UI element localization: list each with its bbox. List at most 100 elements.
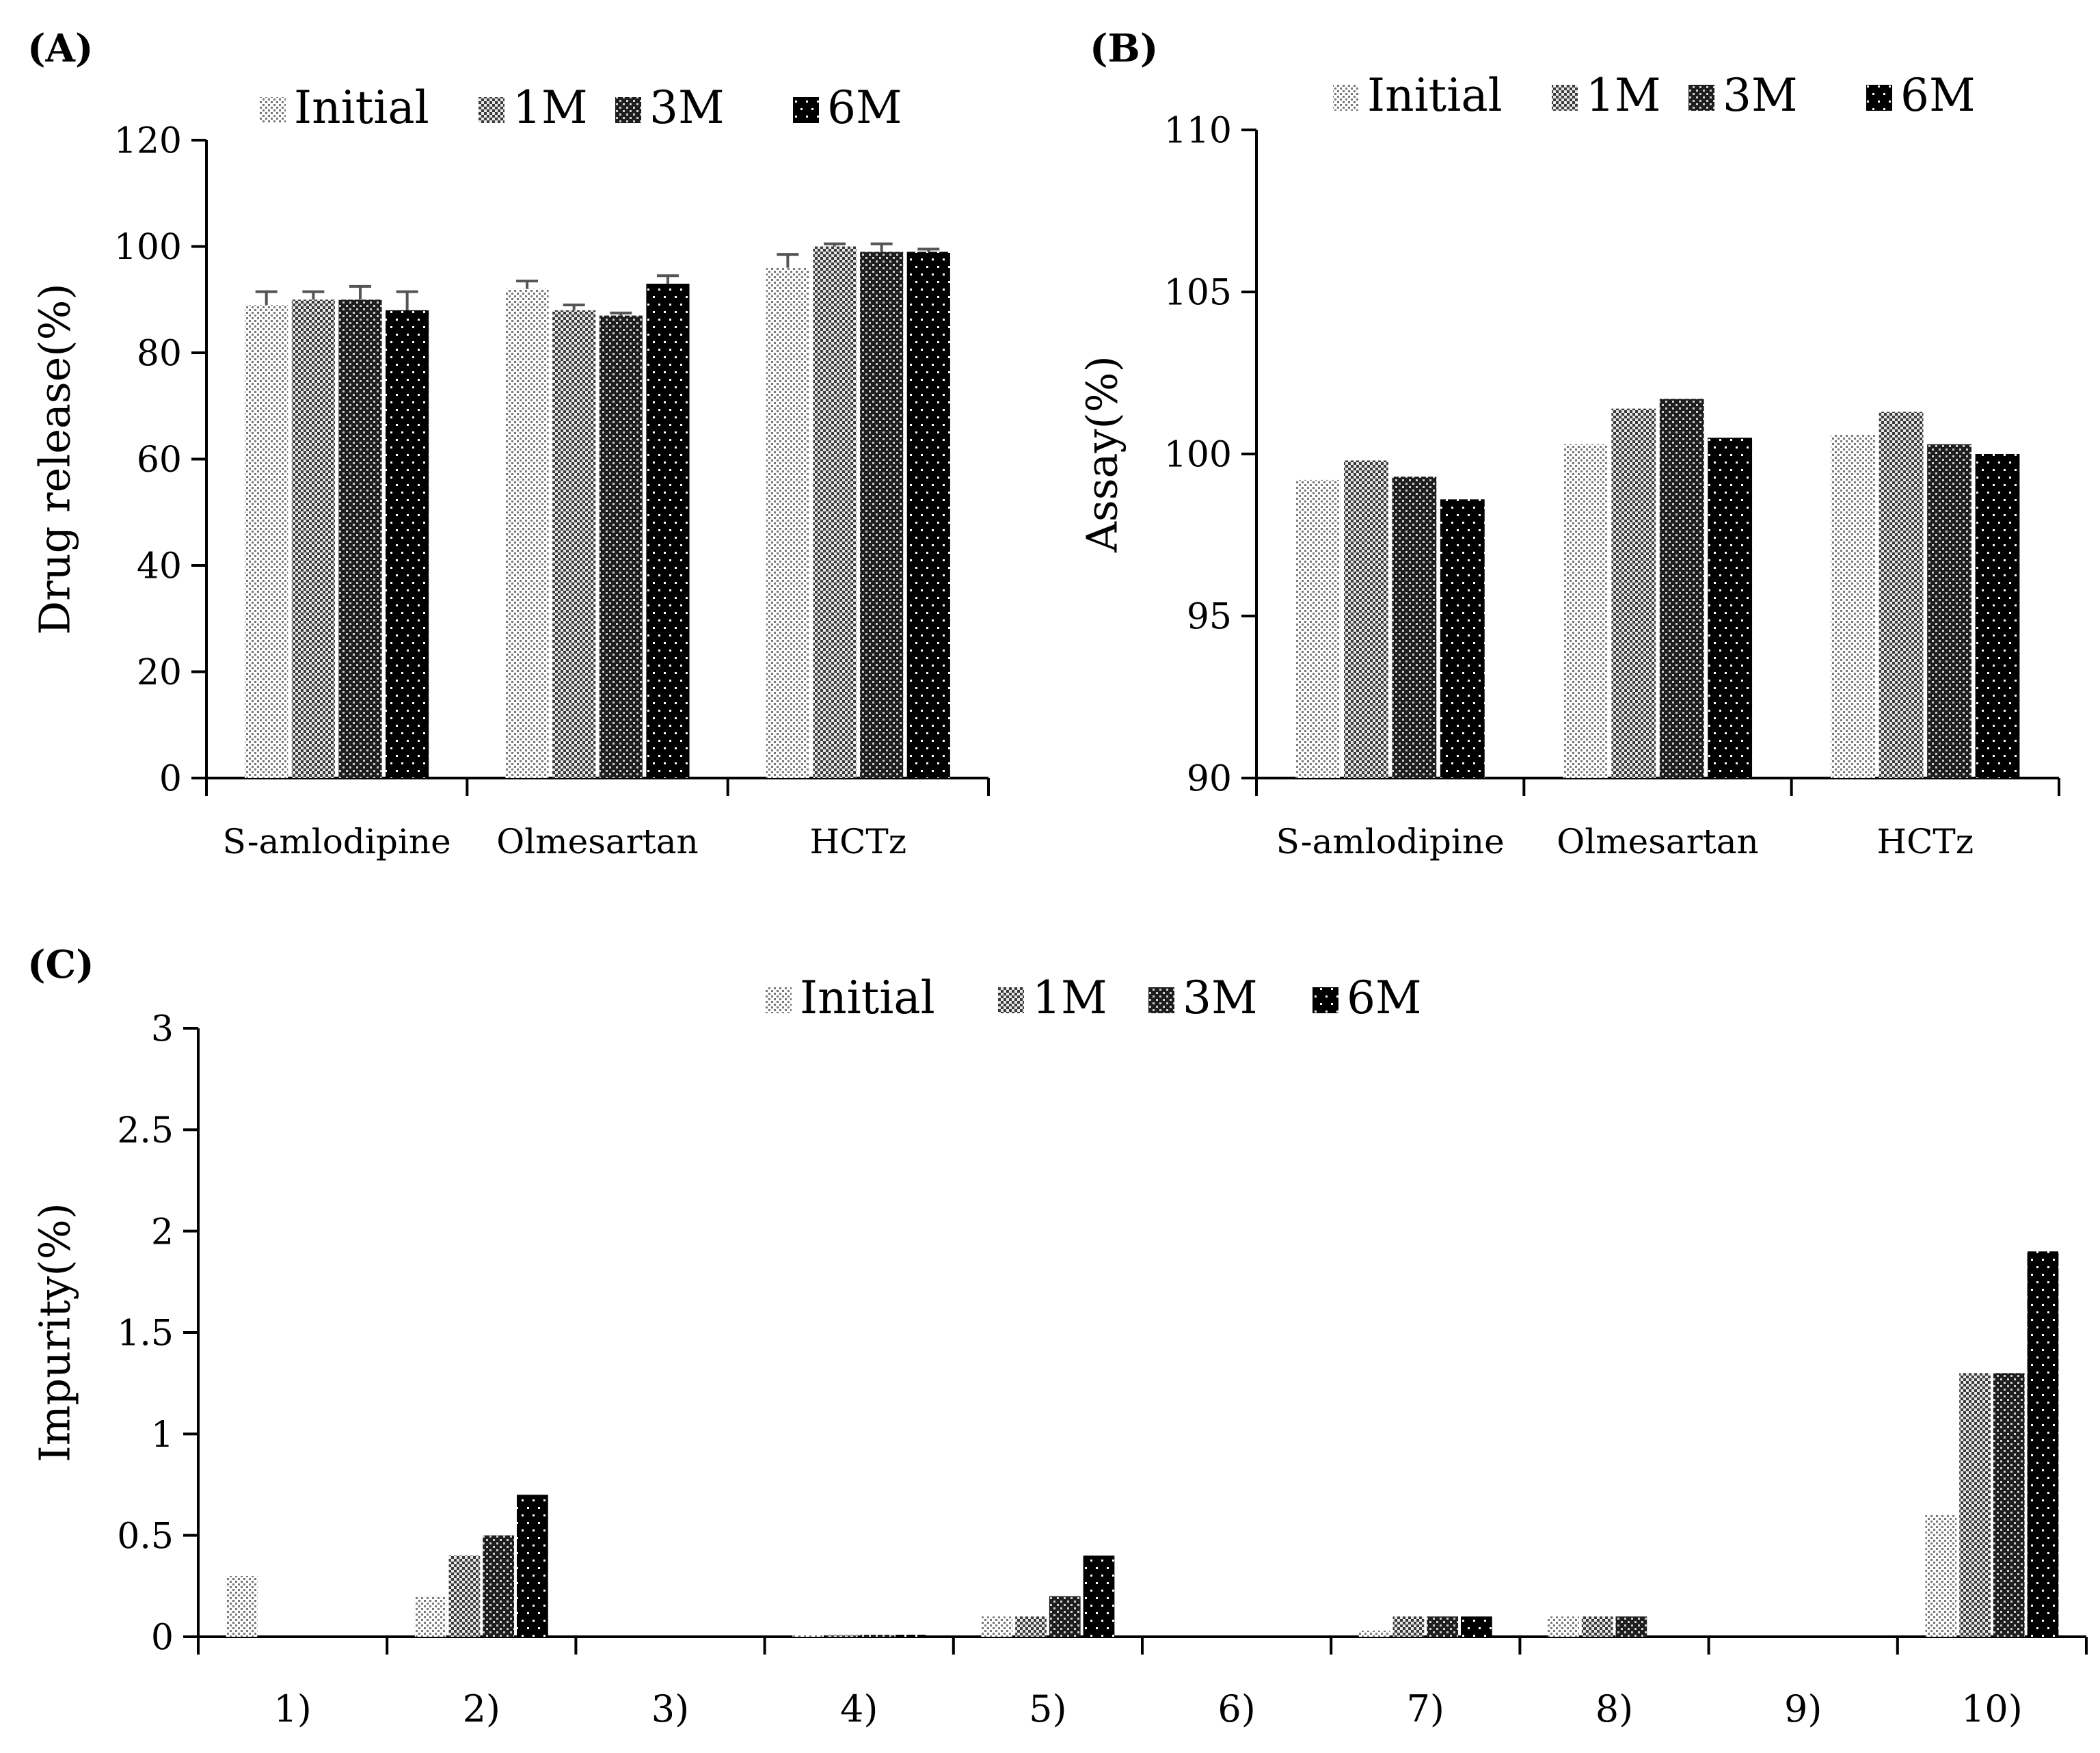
bar-3m <box>1615 1616 1647 1637</box>
x-category-label: HCTz <box>810 822 907 861</box>
legend-label-6m: 6M <box>1900 69 1976 122</box>
y-tick-label: 60 <box>137 440 182 481</box>
bar-initial <box>1925 1515 1957 1637</box>
legend-swatch-6m <box>1866 85 1892 111</box>
x-category-label: 9) <box>1784 1687 1822 1730</box>
bar-6m <box>1083 1555 1115 1637</box>
y-tick-label: 1.5 <box>117 1313 174 1354</box>
bar-3m <box>860 1635 892 1637</box>
bar-3m <box>338 299 382 778</box>
bar-3m <box>483 1535 515 1637</box>
bar-initial <box>505 289 549 778</box>
y-tick-label: 0 <box>159 759 182 800</box>
y-tick-label: 100 <box>1164 435 1232 476</box>
bar-initial <box>1563 444 1608 778</box>
x-category-label: 1) <box>273 1687 311 1730</box>
bar-1m <box>1344 460 1388 778</box>
bar-6m <box>894 1635 926 1637</box>
y-axis-title: Drug release(%) <box>30 283 80 634</box>
bar-3m <box>1049 1596 1081 1637</box>
x-category-label: 6) <box>1217 1687 1255 1730</box>
panel-b-chart: (B) 90 95 100 105 110 S-amlodipine Olmesartan HC… <box>1077 26 2060 861</box>
legend-swatch-1m <box>479 97 504 123</box>
y-tick-label: 1 <box>151 1415 174 1456</box>
bar-initial <box>1358 1631 1390 1637</box>
y-tick-label: 0 <box>151 1618 174 1659</box>
panel-a-chart: (A) 0 20 40 60 80 100 120 S-amlodipine Olmesartan… <box>27 26 990 861</box>
bar-1m <box>813 246 857 778</box>
legend-swatch-6m <box>793 97 819 123</box>
bar-3m <box>1659 399 1704 778</box>
legend-swatch-initial <box>260 97 286 123</box>
bar-1m <box>1959 1373 1991 1637</box>
bar-1m <box>826 1635 858 1637</box>
y-tick-label: 2.5 <box>117 1110 174 1151</box>
bar-3m <box>599 315 643 778</box>
legend-swatch-1m <box>998 987 1024 1013</box>
legend-label-1m: 1M <box>1586 69 1661 122</box>
x-category-label: Olmesartan <box>1557 822 1758 861</box>
bar-6m <box>646 283 690 778</box>
legend-swatch-3m <box>1688 85 1714 111</box>
bar-6m <box>1461 1616 1492 1637</box>
bar-3m <box>860 252 904 778</box>
legend-label-1m: 1M <box>1032 972 1107 1024</box>
legend-label-3m: 3M <box>1183 972 1258 1024</box>
x-category-label: Olmesartan <box>496 822 698 861</box>
bar-6m <box>517 1495 548 1637</box>
legend-swatch-1m <box>1552 85 1578 111</box>
legend-label-6m: 6M <box>1347 972 1422 1024</box>
bar-3m <box>1392 477 1437 778</box>
bar-initial <box>245 305 288 778</box>
x-category-label: 7) <box>1407 1687 1444 1730</box>
bar-6m <box>386 310 429 778</box>
bar-initial <box>1548 1616 1579 1637</box>
bar-1m <box>1611 408 1656 778</box>
y-axis-title: Impurity(%) <box>30 1203 80 1462</box>
y-tick-label: 105 <box>1164 273 1232 314</box>
y-tick-label: 2 <box>151 1212 174 1253</box>
bar-3m <box>1427 1616 1459 1637</box>
x-category-label: 8) <box>1596 1687 1633 1730</box>
x-category-label: HCTz <box>1877 822 1974 861</box>
bar-1m <box>552 310 596 778</box>
bar-initial <box>792 1635 824 1637</box>
bar-initial <box>1831 434 1876 778</box>
x-category-label: S-amlodipine <box>1276 822 1505 861</box>
y-tick-label: 120 <box>114 121 182 162</box>
panel-c-chart: (C) 0 0.5 1 1.5 2 2.5 3 1) 2) 3) 4) 5) 6) 7) 8) 9) 10) Imp… <box>27 942 2088 1730</box>
x-category-label: 10) <box>1961 1687 2023 1730</box>
legend-label-1m: 1M <box>513 81 588 134</box>
x-category-label: S-amlodipine <box>223 822 451 861</box>
bar-1m <box>291 299 335 778</box>
panel-label: (C) <box>27 942 94 987</box>
legend-label-3m: 3M <box>649 81 725 134</box>
bar-6m <box>1975 454 2020 778</box>
legend-label-3m: 3M <box>1723 69 1798 122</box>
bar-1m <box>1392 1616 1425 1637</box>
x-category-label: 5) <box>1029 1687 1066 1730</box>
legend-swatch-initial <box>766 987 792 1013</box>
bar-initial <box>766 267 809 779</box>
bar-initial <box>414 1596 446 1637</box>
bar-1m <box>1879 412 1924 778</box>
bar-initial <box>1295 479 1341 778</box>
x-category-label: 4) <box>840 1687 878 1730</box>
bar-6m <box>1440 499 1485 778</box>
legend-swatch-6m <box>1312 987 1338 1013</box>
bar-initial <box>981 1616 1013 1637</box>
bar-1m <box>1581 1616 1613 1637</box>
panel-label: (B) <box>1090 26 1158 71</box>
legend-label-initial: Initial <box>294 81 429 134</box>
legend-label-initial: Initial <box>1367 69 1503 122</box>
y-tick-label: 0.5 <box>117 1516 174 1557</box>
legend-swatch-initial <box>1333 85 1359 111</box>
y-tick-label: 95 <box>1187 597 1232 638</box>
legend-label-6m: 6M <box>827 81 902 134</box>
y-tick-label: 3 <box>151 1009 174 1050</box>
x-category-label: 2) <box>463 1687 500 1730</box>
y-tick-label: 100 <box>114 227 182 268</box>
bar-initial <box>226 1576 258 1637</box>
y-tick-label: 20 <box>137 652 182 693</box>
